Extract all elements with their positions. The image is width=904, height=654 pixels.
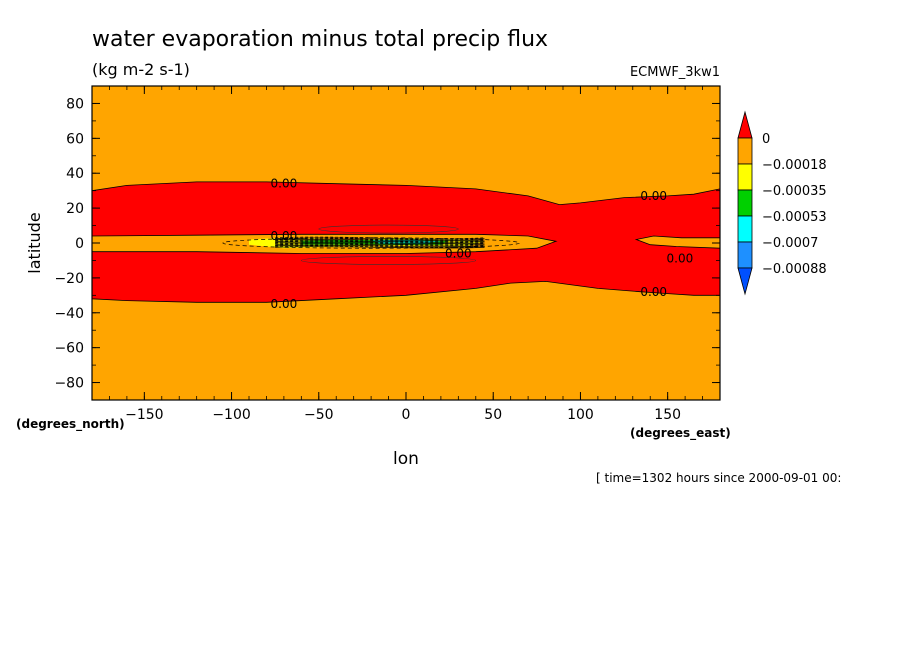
y-tick-label: 80 [66,96,84,112]
x-unit-label: (degrees_east) [630,426,731,441]
contour-label: 0.00 [445,246,472,260]
x-axis-label: lon [393,449,419,469]
colorbar-segment [737,137,753,165]
east-wedge [634,235,720,249]
x-tick-label: 150 [654,407,681,423]
colorbar-bottom-arrow [737,267,753,296]
contour-fields [92,181,720,303]
contour-line [275,243,485,246]
contour-label: 0.00 [640,189,667,203]
y-tick-label: 40 [66,166,84,182]
x-tick-label: −50 [304,407,334,423]
colorbar-label: −0.00053 [762,210,827,225]
colorbar: 0 −0.00018 −0.00035 −0.00053 −0.0007 −0.00088 [737,110,827,296]
contour-line [275,242,485,245]
contour-label: 0.00 [640,285,667,299]
y-tick-label: −80 [54,376,84,392]
y-tick-label: 0 [75,236,84,252]
contour-labels: 0.00 0.00 0.00 0.00 0.00 0.00 0.00 [271,177,694,311]
contour-line [275,237,485,240]
x-tick-label: 0 [402,407,411,423]
y-tick-label: −60 [54,341,84,357]
contour-line [275,238,485,241]
x-tick-label: 100 [567,407,594,423]
contour-label: 0.00 [667,252,694,266]
colorbar-label: 0 [762,132,770,147]
chart-subtitle: (kg m-2 s-1) [92,60,190,79]
colorbar-segment [737,189,753,217]
contour-south [301,256,477,265]
dataset-label: ECMWF_3kw1 [630,65,720,80]
y-tick-label: −40 [54,306,84,322]
colorbar-label: −0.0007 [762,236,818,251]
chart-title: water evaporation minus total precip flu… [92,27,548,52]
colorbar-top-arrow [737,110,753,139]
contour-line [275,238,485,242]
colorbar-segment [737,163,753,191]
time-note: [ time=1302 hours since 2000-09-01 00: [596,471,841,485]
dashed-contour [222,237,520,249]
colorbar-segment [737,215,753,243]
colorbar-segment [737,241,753,269]
contour-line [275,239,485,242]
contour-line [275,246,485,249]
contour-line [275,244,485,247]
y-tick-label: 60 [66,131,84,147]
contour-label: 0.00 [271,229,298,243]
x-tick-label: 50 [484,407,502,423]
contour-line [275,241,485,245]
colorbar-label: −0.00018 [762,158,827,173]
x-axis: −150 −100 −50 0 50 100 150 [109,86,703,423]
x-tick-label: −150 [125,407,163,423]
plot-area [92,86,720,400]
colorbar-label: −0.00088 [762,262,827,277]
contour-line [275,244,485,247]
colorbar-label: −0.00035 [762,184,827,199]
y-tick-label: −20 [54,271,84,287]
contour-label: 0.00 [271,177,298,191]
contour-line [275,241,485,244]
y-axis: 80 60 40 20 0 −20 −40 −60 −80 [54,85,720,401]
contour-north [318,224,459,234]
x-tick-label: −100 [212,407,250,423]
contour-line [275,236,485,239]
y-tick-label: 20 [66,201,84,217]
contour-label: 0.00 [271,297,298,311]
contour-line [275,240,485,243]
y-unit-label: (degrees_north) [16,417,125,432]
y-axis-label: latitude [25,212,44,273]
